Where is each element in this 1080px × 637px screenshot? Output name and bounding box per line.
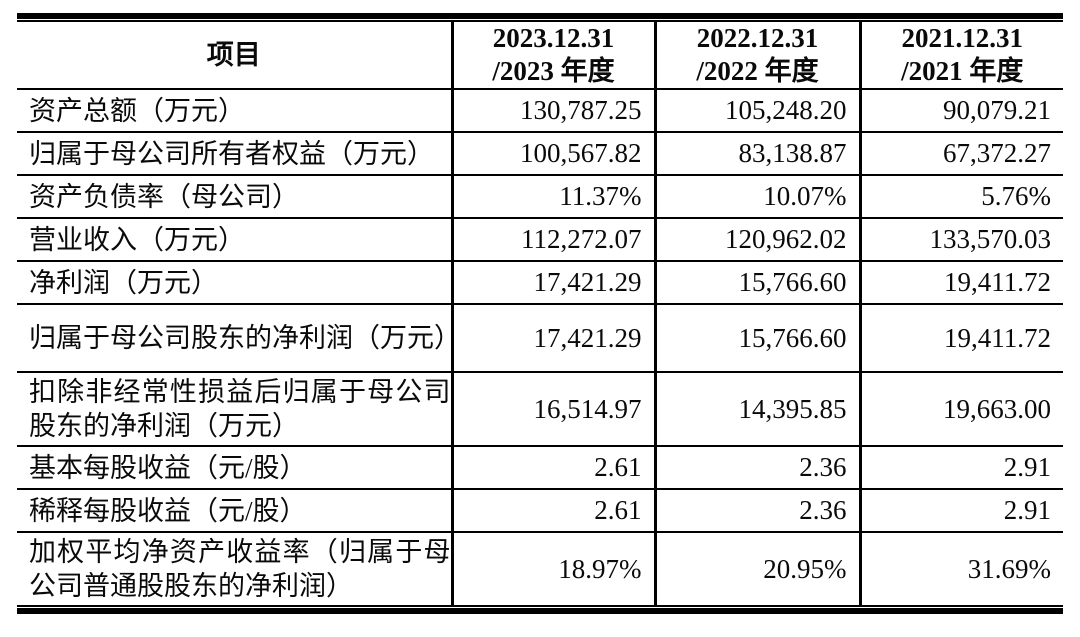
table-row: 净利润（万元） 17,421.29 15,766.60 19,411.72 [17,261,1063,305]
table-row: 归属于母公司股东的净利润（万元） 17,421.29 15,766.60 19,… [17,304,1063,373]
cell-value: 14,395.85 [655,372,862,447]
table-header-row: 项目 2023.12.31 /2023 年度 2022.12.31 /2022 … [17,22,1063,90]
row-label: 归属于母公司所有者权益（万元） [17,132,454,176]
cell-value: 120,962.02 [655,218,862,262]
cell-value: 19,411.72 [860,261,1063,305]
row-label: 基本每股收益（元/股） [17,446,454,490]
header-period-2022: 2022.12.31 /2022 年度 [655,22,862,90]
table-row: 扣除非经常性损益后归属于母公司股东的净利润（万元） 16,514.97 14,3… [17,372,1063,447]
cell-value: 100,567.82 [452,132,657,176]
cell-value: 17,421.29 [452,304,657,373]
table-row: 资产负债率（母公司） 11.37% 10.07% 5.76% [17,175,1063,219]
financial-summary-section: 项目 2023.12.31 /2023 年度 2022.12.31 /2022 … [17,13,1063,614]
table-top-rule [17,13,1063,22]
row-label: 资产总额（万元） [17,89,454,133]
cell-value: 10.07% [655,175,862,219]
cell-value: 19,411.72 [860,304,1063,373]
cell-value: 130,787.25 [452,89,657,133]
cell-value: 2.61 [452,489,657,533]
row-label: 加权平均净资产收益率（归属于母公司普通股股东的净利润） [17,532,454,605]
row-label: 归属于母公司股东的净利润（万元） [17,304,454,373]
cell-value: 2.61 [452,446,657,490]
row-label: 净利润（万元） [17,261,454,305]
cell-value: 2.91 [860,489,1063,533]
cell-value: 2.91 [860,446,1063,490]
cell-value: 20.95% [655,532,862,605]
cell-value: 19,663.00 [860,372,1063,447]
table-row: 基本每股收益（元/股） 2.61 2.36 2.91 [17,446,1063,490]
cell-value: 18.97% [452,532,657,605]
cell-value: 16,514.97 [452,372,657,447]
table-bottom-rule [17,605,1063,614]
table-row: 稀释每股收益（元/股） 2.61 2.36 2.91 [17,489,1063,533]
row-label: 资产负债率（母公司） [17,175,454,219]
cell-value: 112,272.07 [452,218,657,262]
cell-value: 15,766.60 [655,304,862,373]
row-label: 营业收入（万元） [17,218,454,262]
cell-value: 2.36 [655,446,862,490]
cell-value: 67,372.27 [860,132,1063,176]
cell-value: 31.69% [967,553,1051,584]
table-row: 营业收入（万元） 112,272.07 120,962.02 133,570.0… [17,218,1063,262]
cell-value: 83,138.87 [655,132,862,176]
cell-value: 90,079.21 [860,89,1063,133]
cell-value: 11.37% [452,175,657,219]
header-period-2021: 2021.12.31 /2021 年度 [860,22,1063,90]
cell-value: 105,248.20 [655,89,862,133]
cell-value: 15,766.60 [655,261,862,305]
financial-summary-table: 项目 2023.12.31 /2023 年度 2022.12.31 /2022 … [17,22,1063,605]
cell-value: 2.36 [655,489,862,533]
table-row: 资产总额（万元） 130,787.25 105,248.20 90,079.21 [17,89,1063,133]
row-label: 稀释每股收益（元/股） [17,489,454,533]
cell-value: 5.76% [860,175,1063,219]
cell-value: 17,421.29 [452,261,657,305]
table-row: 归属于母公司所有者权益（万元） 100,567.82 83,138.87 67,… [17,132,1063,176]
header-item-column: 项目 [17,22,454,90]
table-row: 加权平均净资产收益率（归属于母公司普通股股东的净利润） 18.97% 20.95… [17,532,1063,605]
header-period-2023: 2023.12.31 /2023 年度 [452,22,657,90]
cell-value: 133,570.03 [860,218,1063,262]
row-label: 扣除非经常性损益后归属于母公司股东的净利润（万元） [17,372,454,447]
